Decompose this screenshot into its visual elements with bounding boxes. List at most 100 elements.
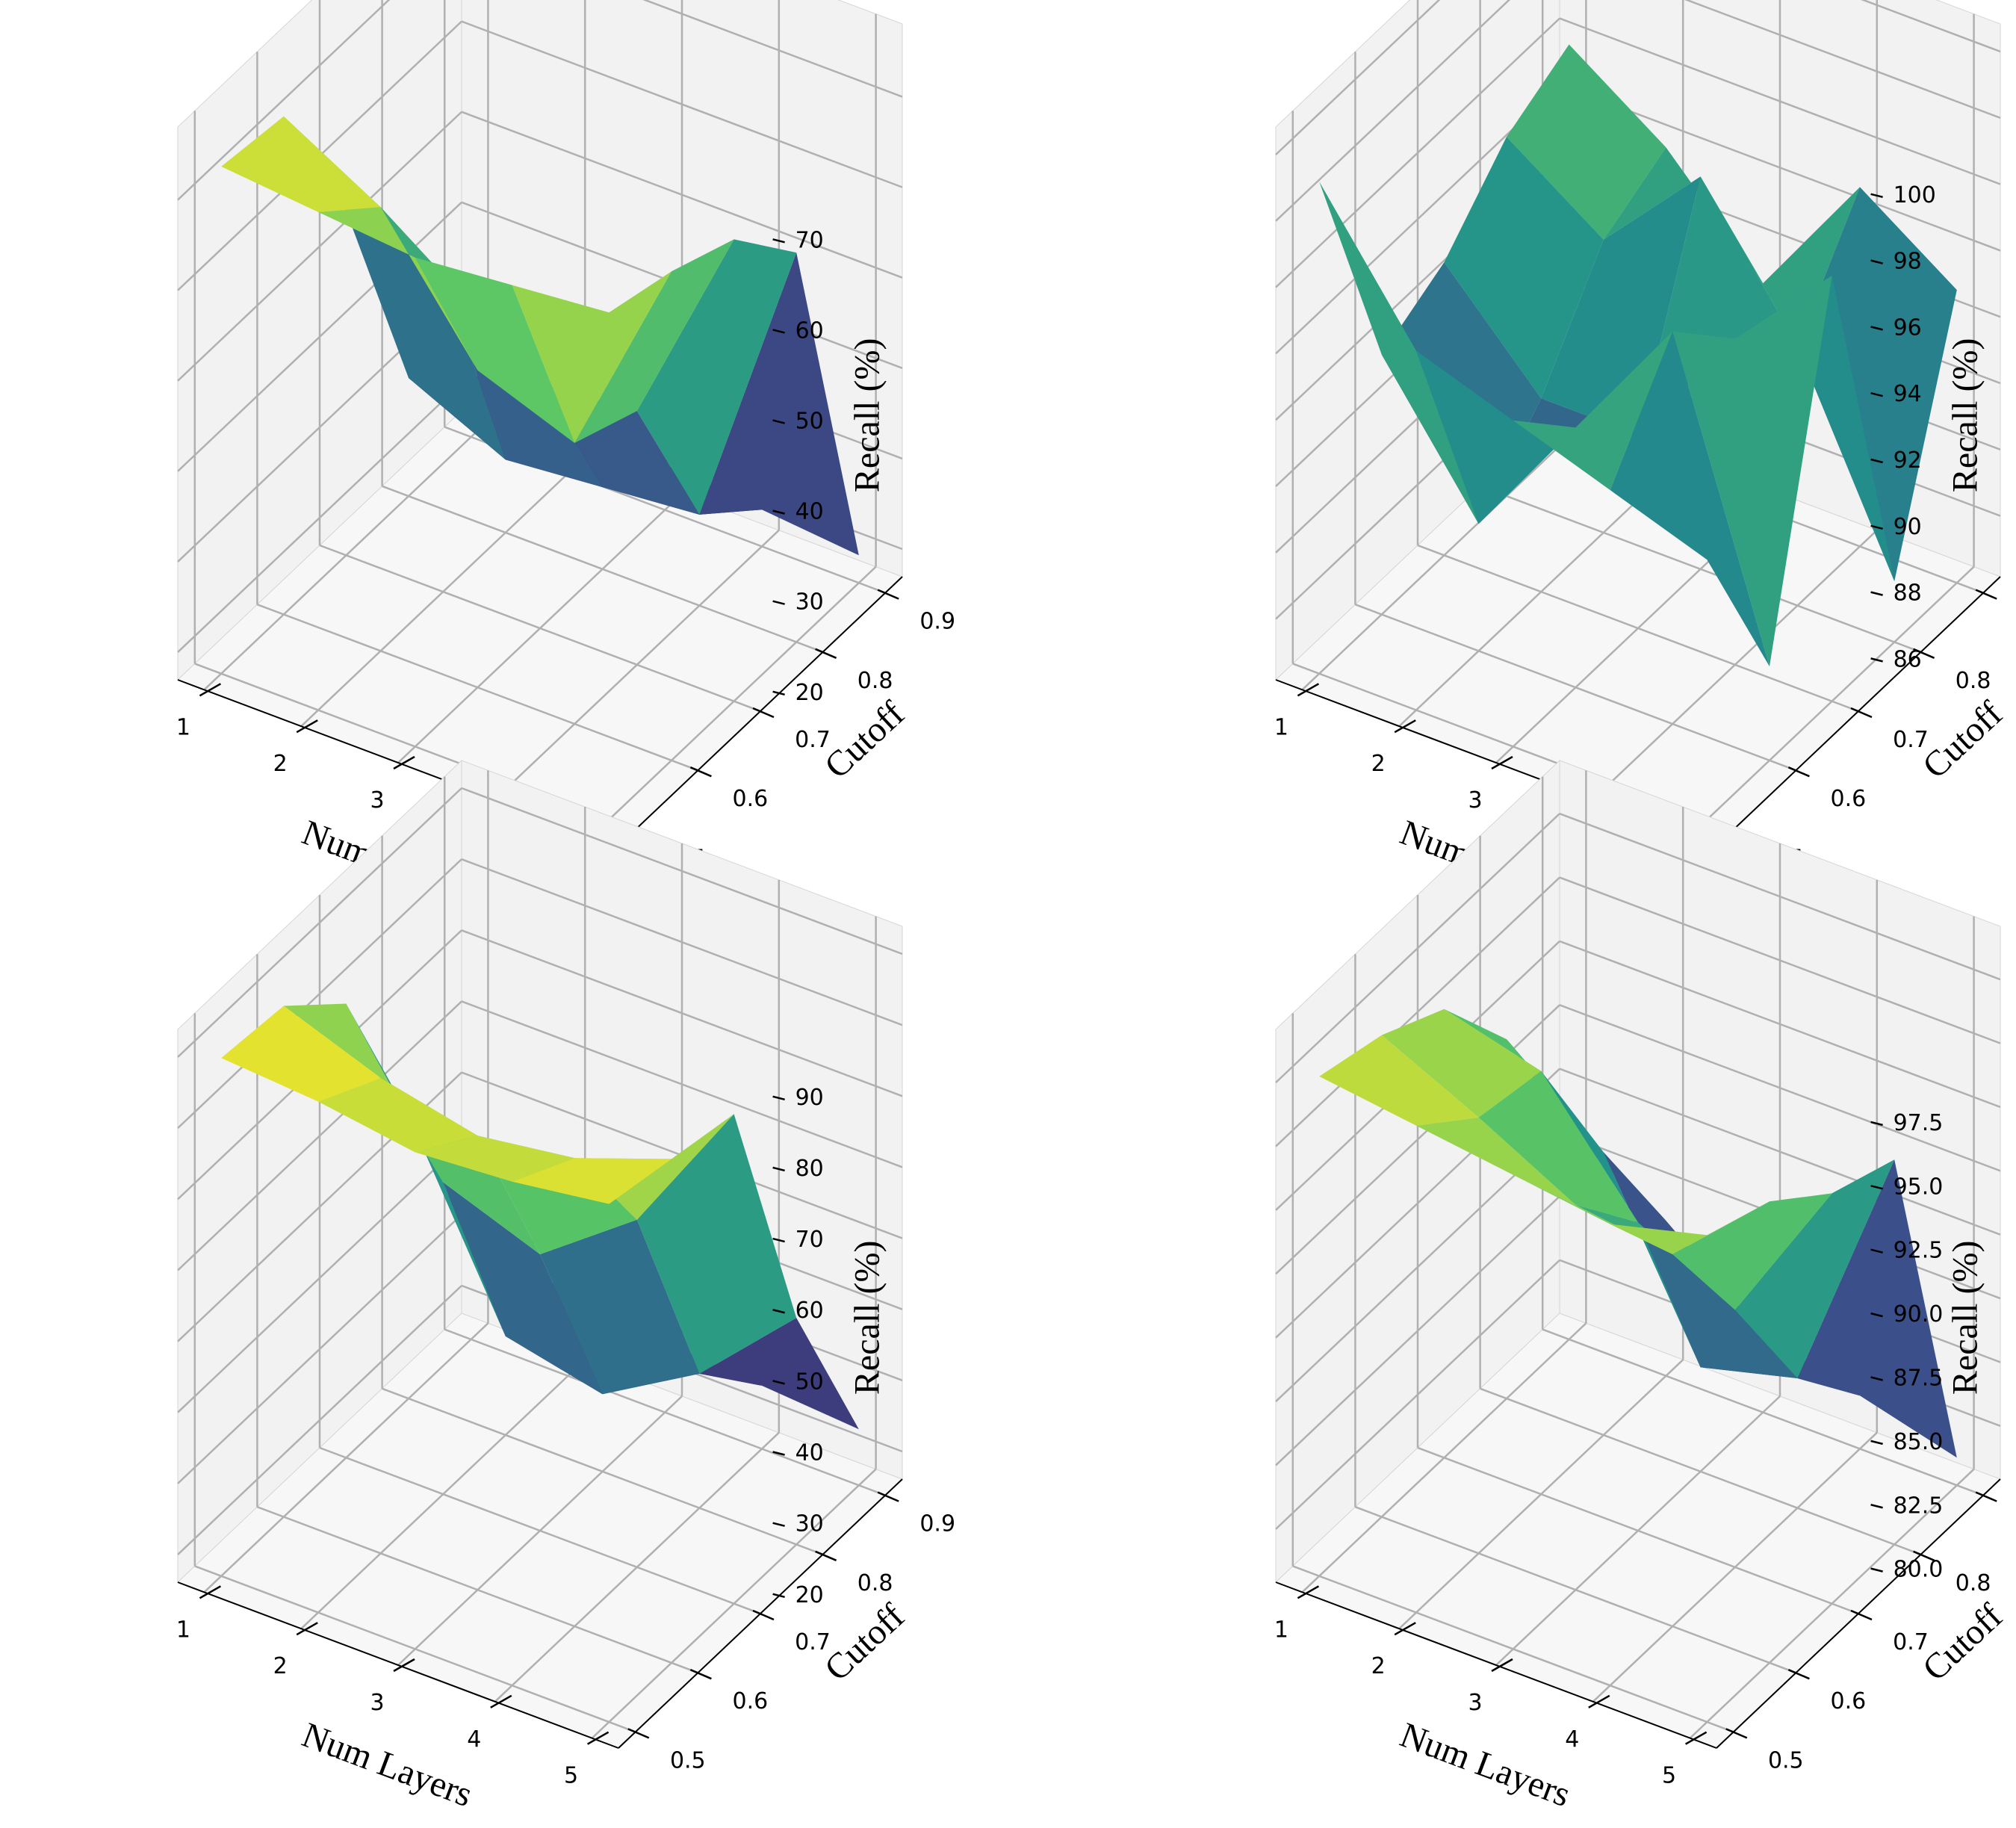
z-tick-label: 82.5 xyxy=(1894,1493,1944,1519)
y-tick-mark xyxy=(1913,648,1935,659)
surface-face xyxy=(1797,187,1957,582)
gridline-y-floor xyxy=(1480,1387,1922,1555)
surface-face xyxy=(1672,275,1832,667)
y-tick-mark xyxy=(689,766,712,778)
y-tick-label: 0.7 xyxy=(1893,1629,1929,1655)
x-tick-label: 1 xyxy=(176,714,190,740)
y-tick-mark xyxy=(877,1491,899,1502)
gridline-y-floor xyxy=(1354,1506,1796,1674)
x-tick-label: 2 xyxy=(273,1653,288,1679)
gridline-z-back xyxy=(1559,17,2001,185)
gridline-z-side xyxy=(1275,1195,1560,1466)
z-tick-mark xyxy=(1870,1567,1883,1573)
z-tick-label: 96 xyxy=(1894,315,1922,341)
y-tick-mark xyxy=(1975,589,1997,600)
x-axis-label: Num Layers xyxy=(297,1715,477,1815)
z-tick-mark xyxy=(772,600,785,605)
x-tick-label: 5 xyxy=(564,1763,578,1789)
gridline-y-floor xyxy=(1292,1565,1734,1733)
y-tick-label: 0.8 xyxy=(857,668,893,694)
gridline-y-floor xyxy=(319,1446,761,1615)
x-tick-mark xyxy=(586,1731,610,1745)
z-tick-mark xyxy=(772,1095,785,1101)
surface-face xyxy=(1734,1159,1895,1378)
gridline-y-floor xyxy=(382,485,824,653)
x-axis-label: Num Layers xyxy=(1395,1715,1575,1815)
y-tick-mark xyxy=(815,648,837,659)
gridline-y-floor xyxy=(256,604,698,772)
y-tick-label: 0.7 xyxy=(1893,727,1929,753)
z-tick-mark xyxy=(1870,259,1883,264)
x-tick-label: 2 xyxy=(1371,1653,1386,1679)
gridline-z-back xyxy=(642,0,903,98)
gridline-z-side xyxy=(1275,1132,1560,1402)
surface-face xyxy=(318,207,478,371)
surface-face xyxy=(415,1135,575,1182)
x-tick-label: 3 xyxy=(1468,1690,1482,1716)
gridline-y-floor xyxy=(319,544,761,713)
z-tick-label: 97.5 xyxy=(1894,1110,1944,1136)
x-tick-mark xyxy=(393,1658,415,1673)
y-tick-mark xyxy=(752,707,775,719)
surface-face xyxy=(346,211,506,460)
z-tick-mark xyxy=(772,1522,785,1527)
gridline-y-floor xyxy=(1480,485,1922,653)
z-tick-mark xyxy=(1870,1440,1883,1446)
z-tick-mark xyxy=(1870,1376,1883,1381)
z-tick-mark xyxy=(772,690,785,696)
surface-face xyxy=(318,1078,478,1153)
y-tick-mark xyxy=(1850,707,1873,719)
gridline-z-back xyxy=(461,787,903,955)
surface-face xyxy=(1513,331,1673,490)
z-axis-label: Recall (%) xyxy=(848,1241,887,1395)
z-tick-mark xyxy=(772,1451,785,1456)
x-axis-line xyxy=(1275,1581,1717,1749)
z-tick-label: 90 xyxy=(795,1085,824,1111)
z-tick-mark xyxy=(1870,1312,1883,1318)
surface-face xyxy=(1797,1159,1957,1458)
z-axis-label: Recall (%) xyxy=(1946,1241,1985,1395)
z-tick-label: 20 xyxy=(795,1582,824,1608)
gridline-z-side xyxy=(177,1213,462,1484)
gridline-z-side xyxy=(177,1000,462,1271)
z-tick-label: 94 xyxy=(1894,381,1922,407)
subplot-2: UNSW-NB1512345Num Layers0.50.60.70.80.9C… xyxy=(1274,0,2010,912)
surface-face xyxy=(1610,1201,1770,1254)
x-tick-mark xyxy=(1684,1731,1708,1745)
subplot-1: KDD CUP 9912345Num Layers0.50.60.70.80.9… xyxy=(176,0,955,912)
subplot-3: CICIDS201712345Num Layers0.50.60.70.80.9… xyxy=(176,759,955,1815)
gridline-z-side xyxy=(177,1142,462,1413)
y-tick-mark xyxy=(627,1728,650,1739)
surface-face xyxy=(415,257,575,443)
gridline-y-floor xyxy=(1417,544,1859,713)
y-tick-mark xyxy=(1787,1669,1810,1680)
surface-face xyxy=(574,239,734,443)
x-tick-mark xyxy=(1394,719,1416,734)
z-tick-mark xyxy=(1870,1121,1883,1127)
x-tick-mark xyxy=(1297,1585,1320,1599)
y-tick-label: 0.6 xyxy=(1831,1688,1867,1714)
z-tick-label: 88 xyxy=(1894,580,1922,607)
surface-face xyxy=(636,1114,797,1374)
x-tick-label: 5 xyxy=(1662,1763,1676,1789)
surface-face xyxy=(1416,350,1576,524)
gridline-z-side xyxy=(1275,0,1441,155)
gridline-z-side xyxy=(1275,1259,1560,1530)
z-tick-label: 40 xyxy=(795,1440,824,1466)
y-axis-label: Cutoff xyxy=(1915,694,2010,787)
x-tick-label: 3 xyxy=(370,1690,384,1716)
z-tick-mark xyxy=(1870,391,1883,397)
z-tick-mark xyxy=(772,1593,785,1599)
z-tick-label: 92.5 xyxy=(1894,1238,1944,1264)
surface-face xyxy=(1541,176,1701,435)
z-axis-label: Recall (%) xyxy=(848,338,887,493)
x-tick-label: 1 xyxy=(1274,1617,1288,1643)
z-tick-mark xyxy=(1870,458,1883,464)
gridline-y-floor xyxy=(1417,1446,1859,1615)
x-tick-label: 1 xyxy=(176,1617,190,1643)
gridline-z-side xyxy=(177,111,462,382)
surface-face xyxy=(1610,331,1770,667)
z-axis-label: Recall (%) xyxy=(1946,338,1985,493)
z-tick-mark xyxy=(772,1309,785,1314)
